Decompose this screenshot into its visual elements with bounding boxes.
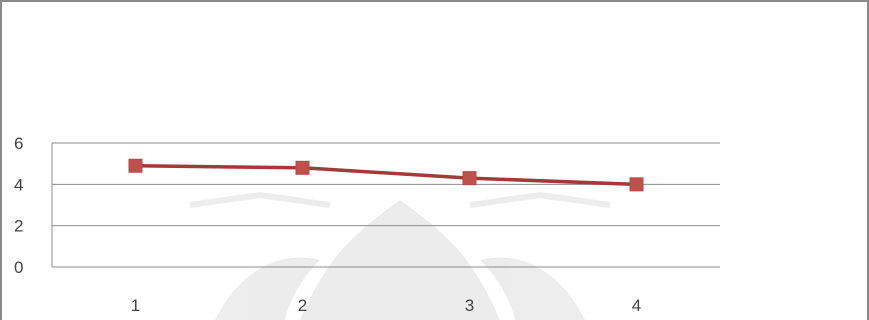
series-group <box>128 158 644 192</box>
axes <box>51 143 720 268</box>
x-tick-label: 3 <box>465 296 474 315</box>
series-line <box>135 163 637 187</box>
data-point-marker <box>295 160 310 175</box>
data-point-marker <box>128 158 143 173</box>
y-tick-label: 0 <box>14 258 23 277</box>
y-axis-tick-labels: 0 2 4 6 <box>14 134 23 277</box>
y-tick-label: 4 <box>14 175 23 194</box>
x-tick-label: 1 <box>131 296 140 315</box>
y-tick-label: 6 <box>14 134 23 153</box>
x-axis-tick-labels: 1 2 3 4 <box>131 296 641 315</box>
y-tick-label: 2 <box>14 217 23 236</box>
watermark <box>189 191 611 320</box>
x-tick-label: 2 <box>298 296 307 315</box>
data-point-marker <box>462 171 477 186</box>
data-point-marker <box>629 177 644 192</box>
x-tick-label: 4 <box>632 296 641 315</box>
